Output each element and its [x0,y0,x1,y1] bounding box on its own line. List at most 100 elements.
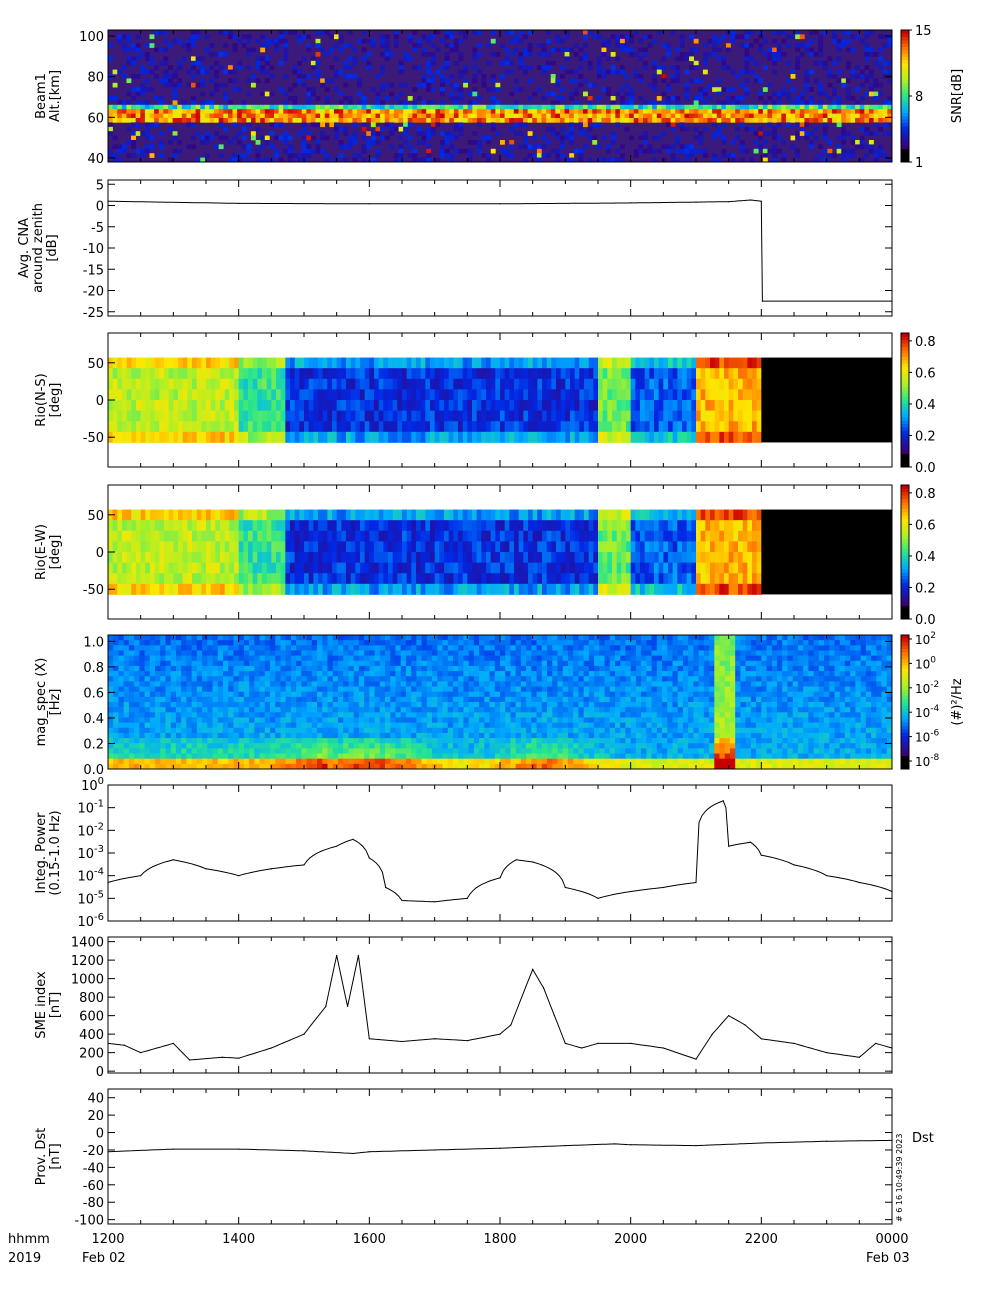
heatmap-cell [721,100,727,106]
panel-3-colorbar: 0.80.60.40.20.0 [900,332,936,476]
heatmap-cell [682,541,688,553]
heatmap-cell [264,56,270,62]
heatmap-cell [163,38,169,44]
heatmap-cell [739,34,745,40]
heatmap-cell [661,65,667,70]
heatmap-cell [313,562,319,574]
heatmap-cell [730,69,736,75]
heatmap-cell [578,47,584,53]
heatmap-cell [149,645,156,651]
heatmap-cell [384,47,390,53]
heatmap-cell [868,140,874,145]
heatmap-cell [252,541,258,553]
heatmap-cell [742,552,748,564]
heatmap-cell [191,109,196,114]
heatmap-cell [191,135,196,141]
heatmap-cell [154,47,160,53]
heatmap-cell [610,157,616,163]
heatmap-cell [352,122,358,128]
heatmap-cell [672,368,678,380]
heatmap-cell [144,650,151,657]
heatmap-cell [426,82,432,88]
heatmap-cell [158,118,164,123]
heatmap-cell [383,357,389,369]
heatmap-cell [700,520,706,532]
heatmap-cell [845,47,851,53]
heatmap-cell [264,140,270,145]
heatmap-cell [416,96,422,101]
heatmap-cell [573,78,579,84]
heatmap-cell [619,65,625,70]
heatmap-cell [513,104,519,110]
colorbar-step [901,39,909,44]
heatmap-cell [220,509,226,521]
heatmap-cell [440,104,445,110]
heatmap-cell [238,573,244,585]
heatmap-cell [776,52,782,57]
heatmap-cell [702,153,708,158]
heatmap-cell [123,763,130,770]
heatmap-cell [374,389,380,401]
heatmap-cell [411,357,417,369]
heatmap-cell [178,368,184,380]
heatmap-cell [467,104,473,110]
heatmap-cell [850,74,856,79]
heatmap-cell [504,153,510,158]
heatmap-cell [712,153,718,158]
heatmap-cell [369,431,375,443]
heatmap-cell [738,431,744,443]
heatmap-cell [532,135,538,141]
heatmap-cell [621,552,627,564]
heatmap-cell [361,148,367,154]
ylabel-line: [deg] [48,383,63,418]
heatmap-cell [684,126,690,132]
heatmap-cell [523,65,528,70]
heatmap-cell [113,722,119,729]
heatmap-cell [654,541,660,553]
heatmap-cell [448,573,454,585]
heatmap-cell [397,389,403,401]
heatmap-cell [633,118,639,123]
heatmap-cell [607,410,613,422]
heatmap-cell [426,65,432,70]
heatmap-cell [308,431,314,443]
heatmap-cell [818,118,824,123]
heatmap-cell [341,389,347,401]
data-point [107,200,109,202]
heatmap-cell [322,573,328,585]
heatmap-cell [719,530,725,542]
heatmap-cell [154,96,160,101]
colorbar-step [901,463,909,468]
heatmap-cell [164,509,170,521]
colorbar-step [901,598,909,603]
heatmap-cell [682,573,688,585]
heatmap-cell [168,368,174,380]
heatmap-cell [149,640,156,646]
heatmap-cell [612,573,618,585]
heatmap-cell [369,389,375,401]
heatmap-cell [476,113,482,119]
heatmap-cell [686,573,692,585]
heatmap-cell [336,421,342,433]
heatmap-cell [181,100,187,106]
heatmap-cell [196,520,202,532]
heatmap-cell [378,530,384,542]
heatmap-cell [220,410,226,422]
heatmap-cell [416,541,422,553]
heatmap-cell [155,758,161,765]
heatmap-cell [128,758,135,765]
heatmap-cell [658,583,664,595]
heatmap-cell [500,541,506,553]
heatmap-cell [123,753,130,760]
heatmap-cell [435,47,441,53]
heatmap-cell [735,109,741,114]
heatmap-cell [663,431,669,443]
heatmap-cell [186,38,192,44]
heatmap-cell [677,421,683,433]
heatmap-cell [182,431,188,443]
heatmap-cell [366,65,372,70]
heatmap-cell [218,135,224,141]
heatmap-cell [402,562,408,574]
heatmap-cell [509,38,515,44]
heatmap-cell [615,38,621,44]
